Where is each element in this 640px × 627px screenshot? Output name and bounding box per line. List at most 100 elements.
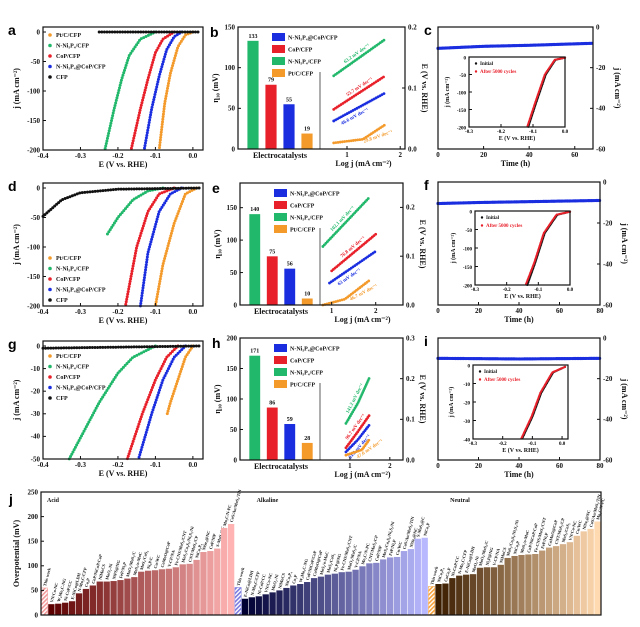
series-marker-1 (117, 88, 121, 92)
comparison-bar (539, 550, 546, 615)
series-marker-3 (158, 386, 162, 390)
series-marker-3 (150, 105, 154, 109)
series-marker-2 (132, 134, 136, 138)
series-marker-3 (158, 70, 162, 74)
y-tick-label: 100 (28, 562, 39, 570)
bar-label: NiSe₂@NC (201, 530, 211, 551)
series-marker-2 (132, 261, 136, 265)
series-marker-0 (162, 259, 166, 263)
comparison-bar (331, 573, 338, 615)
x-tick-label: -0.1 (150, 461, 162, 469)
series-marker-1 (115, 217, 119, 221)
x-axis-label: E (V vs. RHE) (99, 469, 148, 478)
series-marker-3 (145, 255, 149, 259)
series-marker-4 (88, 346, 92, 350)
series-marker-4 (181, 186, 185, 190)
legend-label: Pt/C/CFP (288, 72, 313, 78)
series-marker-4 (96, 345, 100, 349)
series-marker-4 (129, 187, 133, 191)
series-marker-2 (140, 229, 144, 233)
legend-label: CoP/CFP (290, 359, 315, 365)
series-marker-0 (181, 37, 185, 41)
series-marker-0 (177, 44, 181, 48)
series-marker-2 (126, 454, 130, 458)
series-marker-0 (162, 107, 166, 111)
series-marker-1 (113, 375, 117, 379)
tafel-marker-3 (332, 300, 335, 304)
series-marker-2 (145, 400, 149, 404)
legend-swatch (272, 69, 285, 77)
series-marker-4 (127, 345, 131, 349)
series-marker-2 (142, 221, 146, 225)
series-marker-1 (103, 391, 107, 395)
comparison-bar (241, 598, 249, 615)
series-marker-4 (160, 30, 164, 34)
series-marker-0 (171, 61, 175, 65)
bar-label: MoO₂/MoS₂/C (346, 544, 358, 571)
series-marker-2 (136, 116, 140, 120)
series-marker-0 (171, 226, 175, 230)
plot-frame (42, 340, 204, 460)
bar-label: CNT/MoS₂/CP (367, 534, 379, 562)
series-marker-3 (148, 242, 152, 246)
bar-label: FeP/Ni₂P (388, 539, 397, 557)
y-tick-label: 0 (234, 456, 238, 464)
series-marker-1 (133, 354, 137, 358)
series-marker-4 (176, 186, 180, 190)
y-tick-label: -100 (457, 91, 467, 96)
series-marker-4 (147, 30, 151, 34)
x-tick-label: 0.0 (559, 442, 566, 447)
series-marker-3 (157, 210, 161, 214)
series-marker-3 (141, 443, 145, 447)
series-marker-4 (148, 187, 152, 191)
series-marker-3 (159, 67, 163, 71)
series-marker-3 (142, 281, 146, 285)
series-marker-0 (173, 56, 177, 60)
series-marker-3 (173, 190, 177, 194)
comparison-bar (297, 584, 304, 615)
series-marker-2 (138, 108, 142, 112)
series-marker-2 (144, 86, 148, 90)
y-tick-label: -200 (457, 126, 467, 131)
series-marker-4 (116, 187, 120, 191)
series-marker-3 (155, 396, 159, 400)
series-marker-2 (141, 224, 145, 228)
series-marker-3 (147, 247, 151, 251)
series-marker-2 (151, 383, 155, 387)
series-marker-3 (180, 348, 184, 352)
series-marker-0 (156, 292, 160, 296)
series-marker-0 (169, 69, 173, 73)
series-marker-1 (129, 358, 133, 362)
legend-label: N-Ni₅P₄@CoP/CFP (288, 36, 338, 42)
series-marker-4 (145, 345, 149, 349)
comparison-bar (214, 548, 221, 615)
y-tick-label: -20 (603, 375, 613, 383)
series-marker-0 (158, 277, 162, 281)
series-marker-3 (138, 453, 142, 457)
legend-marker (48, 385, 52, 390)
bar-label: N-Mo₂C/CFP (457, 549, 468, 574)
series-marker-1 (146, 347, 150, 351)
panel-letter: g (8, 336, 17, 352)
y-tick-label: -200 (27, 302, 40, 310)
plot-frame (437, 26, 594, 150)
series-marker-4 (88, 190, 92, 194)
comparison-bar (131, 577, 138, 615)
series-marker-3 (153, 225, 157, 229)
comparison-bar (483, 567, 491, 615)
series-marker-0 (168, 236, 172, 240)
x-tick-label: -0.3 (471, 288, 479, 293)
series-marker-3 (171, 36, 175, 40)
series-marker-4 (135, 187, 139, 191)
series-marker-2 (135, 123, 139, 127)
series-marker-2 (139, 415, 143, 419)
series-marker-3 (152, 227, 156, 231)
series-marker-4 (139, 30, 143, 34)
legend-marker (48, 287, 52, 292)
series-marker-3 (143, 146, 147, 150)
series-marker-3 (146, 126, 150, 130)
x-tick-label: 80 (597, 462, 605, 470)
series-marker-4 (152, 30, 156, 34)
series-marker-4 (61, 197, 65, 201)
